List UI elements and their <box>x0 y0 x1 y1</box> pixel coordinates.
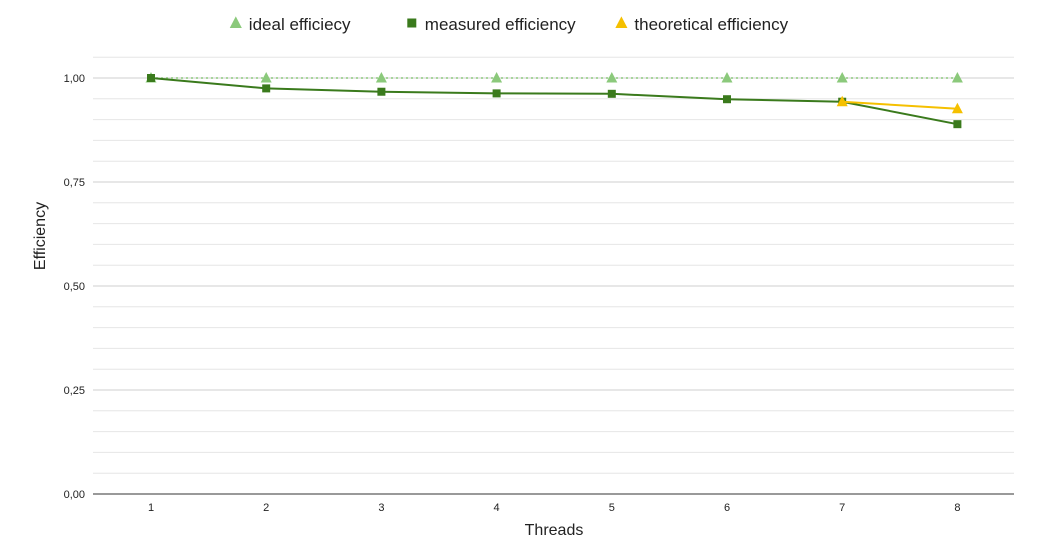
series-layer <box>145 72 963 129</box>
x-tick-label: 2 <box>263 502 269 514</box>
legend-label: measured efficiency <box>425 15 576 34</box>
data-point-triangle <box>606 72 618 83</box>
y-tick-label: 1,00 <box>64 73 85 85</box>
data-point-square <box>492 89 501 98</box>
series-group <box>836 95 963 114</box>
legend-item: measured efficiency <box>407 15 576 34</box>
data-point-triangle <box>260 72 272 83</box>
y-tick-label: 0,00 <box>64 489 85 501</box>
legend-label: ideal efficiecy <box>249 15 351 34</box>
legend-item: ideal efficiecy <box>229 15 351 34</box>
legend-label: theoretical efficiency <box>634 15 788 34</box>
legend: ideal efficiecy measured efficiency theore… <box>229 15 789 34</box>
series-line <box>150 77 958 126</box>
data-point-square <box>723 95 731 104</box>
data-point-triangle <box>491 72 503 83</box>
legend-triangle-icon <box>229 16 242 28</box>
y-tick-label: 0,25 <box>64 385 85 397</box>
x-tick-label: 7 <box>839 502 845 514</box>
data-point-triangle <box>721 72 733 83</box>
x-tick-label: 6 <box>724 502 730 514</box>
y-tick-label: 0,75 <box>64 177 85 189</box>
series-line <box>842 100 958 110</box>
y-tick-label: 0,50 <box>64 281 85 293</box>
data-point-square <box>377 87 386 96</box>
data-point-square <box>147 74 155 82</box>
legend-triangle-icon <box>615 16 628 28</box>
x-tick-label: 5 <box>609 502 615 514</box>
data-point-triangle <box>836 95 848 107</box>
data-point-square <box>607 89 616 98</box>
axis-layer: 0,00 0,25 0,50 0,75 1,00 1 2 3 4 5 6 7 8 <box>64 73 1014 514</box>
data-point-square <box>953 120 962 129</box>
legend-item: theoretical efficiency <box>615 15 789 34</box>
data-point-triangle <box>836 72 848 83</box>
data-point-triangle <box>951 102 963 114</box>
data-point-square <box>262 84 271 93</box>
data-point-triangle <box>375 72 387 83</box>
grid-layer <box>93 56 1014 474</box>
series-group <box>145 72 963 83</box>
x-tick-label: 3 <box>378 502 384 514</box>
x-tick-label: 8 <box>954 502 960 514</box>
legend-square-icon <box>407 18 417 28</box>
x-axis-title: Threads <box>525 522 584 539</box>
x-tick-label: 1 <box>148 502 154 514</box>
data-point-triangle <box>951 72 963 83</box>
y-axis-title: Efficiency <box>32 202 49 270</box>
x-tick-label: 4 <box>494 502 500 514</box>
